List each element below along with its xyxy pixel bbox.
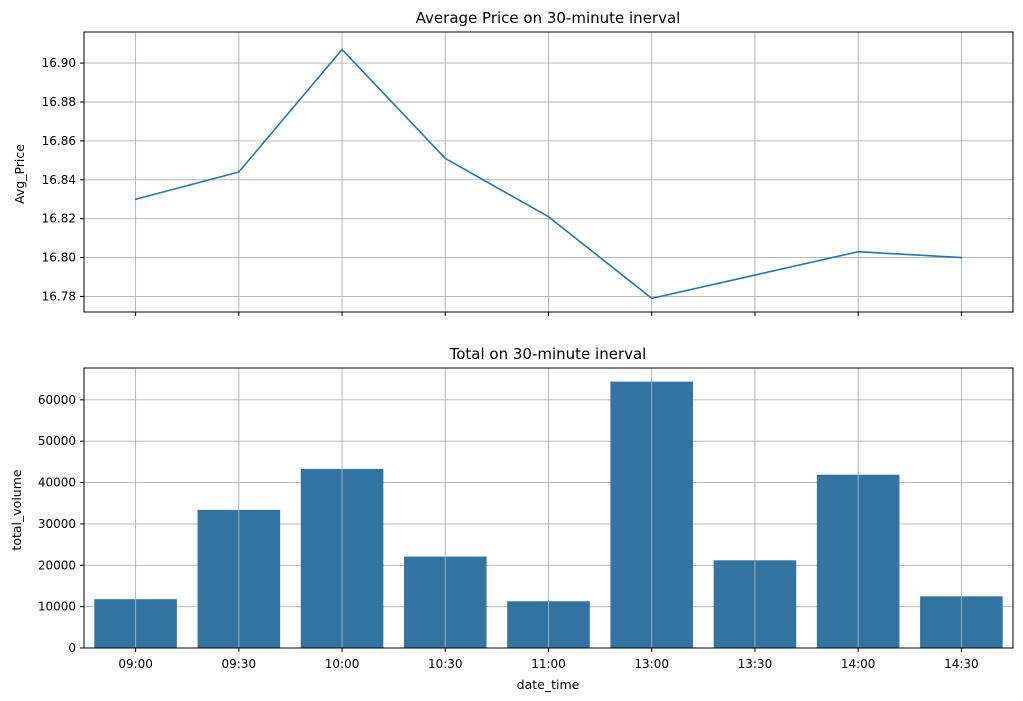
- avg-price-line-chart: Average Price on 30-minute inerval Avg_P…: [12, 9, 1014, 316]
- point-14-00: [857, 250, 859, 253]
- chart-title-total-volume: Total on 30-minute inerval: [449, 345, 647, 363]
- point-09-30: [238, 171, 240, 173]
- y-tick-label-16-78: 16.78: [42, 289, 76, 303]
- x-tick-label-11-00: 11:00: [531, 657, 566, 671]
- point-10-00: [341, 48, 343, 51]
- y-tick-label-16-90: 16.90: [42, 56, 76, 70]
- ticks-bottom: 0 10000 20000 30000 40000 50000 60000 09:00 09:3…: [38, 393, 979, 671]
- y-tick-label-60000: 60000: [38, 393, 76, 407]
- plot-frame-bottom: [83, 367, 1014, 649]
- point-09-00: [134, 198, 137, 201]
- y-tick-label-16-82: 16.82: [42, 212, 76, 226]
- x-tick-label-13-30: 13:30: [738, 657, 773, 671]
- x-tick-label-10-30: 10:30: [428, 657, 463, 671]
- y-tick-label-40000: 40000: [38, 476, 76, 490]
- x-tick-label-14-30: 14:30: [944, 657, 979, 671]
- point-10-30: [444, 157, 447, 160]
- grid-top: [84, 32, 1013, 312]
- y-tick-label-50000: 50000: [38, 434, 76, 448]
- ticks-top: 16.78 16.80 16.82 16.84 16.86 16.88 16.90: [42, 56, 962, 316]
- y-tick-label-30000: 30000: [38, 517, 76, 531]
- y-axis-label-total-volume: total_volume: [9, 469, 24, 550]
- x-tick-label-14-00: 14:00: [841, 657, 876, 671]
- y-tick-label-20000: 20000: [38, 558, 76, 572]
- point-14-30: [960, 256, 963, 259]
- x-tick-label-09-00: 09:00: [118, 657, 153, 671]
- y-tick-label-10000: 10000: [38, 600, 76, 614]
- y-tick-label-16-80: 16.80: [42, 251, 76, 265]
- y-tick-label-0: 0: [68, 641, 76, 655]
- total-volume-bar-chart: Total on 30-minute inerval total_volume …: [9, 345, 1014, 692]
- y-tick-label-16-88: 16.88: [42, 95, 76, 109]
- y-axis-label-avg-price: Avg_Price: [12, 144, 27, 204]
- point-13-30: [754, 274, 756, 276]
- point-11-00: [547, 215, 550, 218]
- x-axis-label-date-time: date_time: [517, 677, 580, 692]
- point-13-00: [650, 297, 653, 300]
- grid-bottom-vertical: [135, 368, 962, 648]
- x-tick-label-13-00: 13:00: [634, 657, 669, 671]
- x-tick-label-09-30: 09:30: [222, 657, 257, 671]
- series-avg-price: [134, 48, 963, 300]
- x-tick-label-10-00: 10:00: [325, 657, 360, 671]
- chart-title-avg-price: Average Price on 30-minute inerval: [416, 9, 681, 27]
- plot-frame-top: [83, 31, 1014, 313]
- y-tick-label-16-86: 16.86: [42, 134, 76, 148]
- y-tick-label-16-84: 16.84: [42, 173, 76, 187]
